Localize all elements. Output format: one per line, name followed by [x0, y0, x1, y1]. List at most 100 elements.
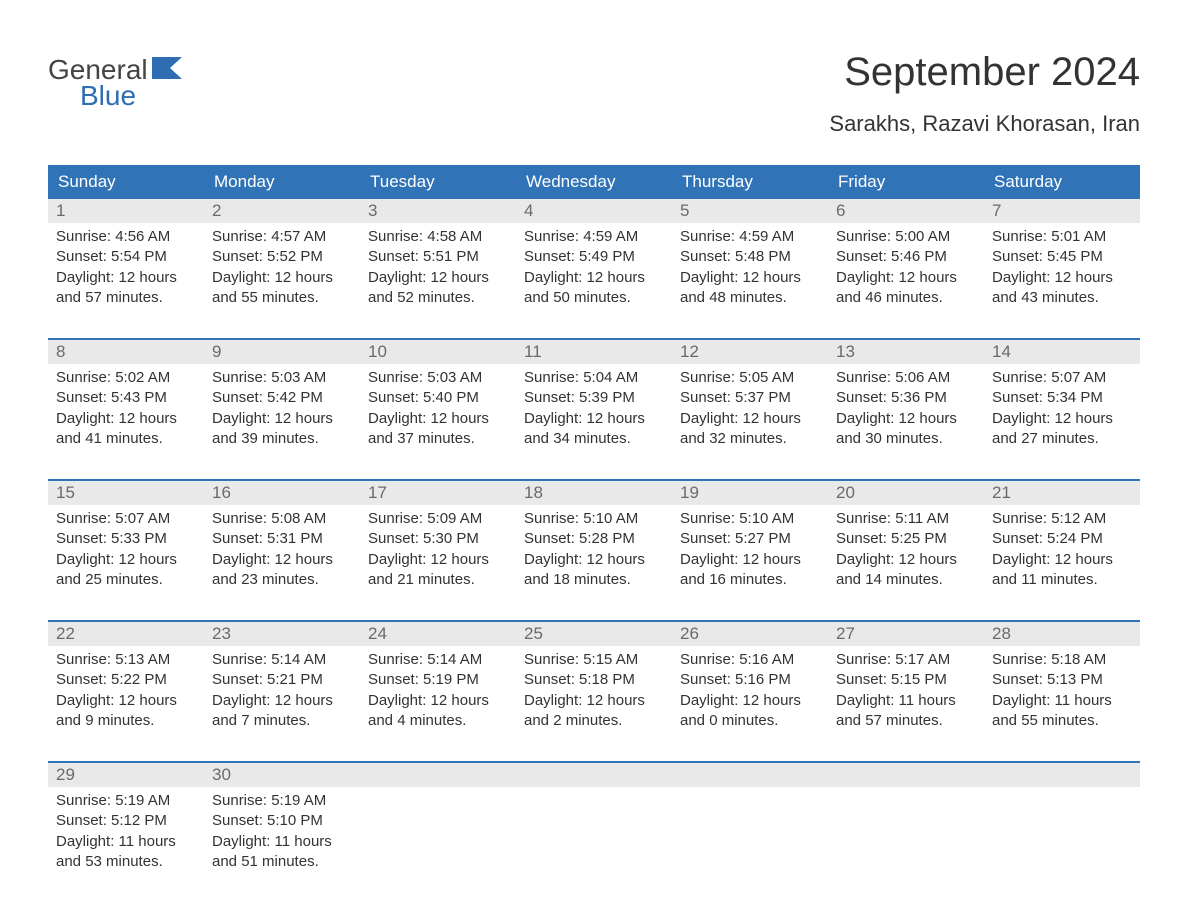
daylight-line-1: Daylight: 12 hours	[368, 268, 508, 288]
week-row: 1234567Sunrise: 4:56 AMSunset: 5:54 PMDa…	[48, 199, 1140, 316]
date-cell: 20	[828, 481, 984, 505]
month-title: September 2024	[829, 50, 1140, 95]
sunset-line: Sunset: 5:49 PM	[524, 247, 664, 267]
date-cell: 8	[48, 340, 204, 364]
dayheader-thursday: Thursday	[672, 165, 828, 199]
sunset-line: Sunset: 5:48 PM	[680, 247, 820, 267]
daylight-line-2: and 32 minutes.	[680, 429, 820, 449]
daylight-line-1: Daylight: 12 hours	[836, 268, 976, 288]
day-content: Sunrise: 5:04 AMSunset: 5:39 PMDaylight:…	[516, 364, 672, 457]
daylight-line-2: and 23 minutes.	[212, 570, 352, 590]
day-content: Sunrise: 5:03 AMSunset: 5:42 PMDaylight:…	[204, 364, 360, 457]
sunset-line: Sunset: 5:13 PM	[992, 670, 1132, 690]
sunset-line: Sunset: 5:37 PM	[680, 388, 820, 408]
date-cell: 12	[672, 340, 828, 364]
date-cell: 24	[360, 622, 516, 646]
date-cell	[516, 763, 672, 787]
sunset-line: Sunset: 5:22 PM	[56, 670, 196, 690]
date-cell: 4	[516, 199, 672, 223]
sunset-line: Sunset: 5:30 PM	[368, 529, 508, 549]
daylight-line-1: Daylight: 12 hours	[680, 268, 820, 288]
sunrise-line: Sunrise: 5:07 AM	[56, 509, 196, 529]
sunrise-line: Sunrise: 5:08 AM	[212, 509, 352, 529]
day-content: Sunrise: 5:11 AMSunset: 5:25 PMDaylight:…	[828, 505, 984, 598]
sunrise-line: Sunrise: 5:19 AM	[56, 791, 196, 811]
daylight-line-1: Daylight: 12 hours	[524, 268, 664, 288]
date-cell: 5	[672, 199, 828, 223]
day-content: Sunrise: 5:15 AMSunset: 5:18 PMDaylight:…	[516, 646, 672, 739]
sunrise-line: Sunrise: 5:10 AM	[524, 509, 664, 529]
daylight-line-1: Daylight: 12 hours	[212, 550, 352, 570]
day-content: Sunrise: 5:14 AMSunset: 5:19 PMDaylight:…	[360, 646, 516, 739]
daylight-line-2: and 39 minutes.	[212, 429, 352, 449]
flag-icon	[152, 57, 182, 84]
sunset-line: Sunset: 5:15 PM	[836, 670, 976, 690]
date-row: 22232425262728	[48, 620, 1140, 646]
daylight-line-1: Daylight: 12 hours	[56, 268, 196, 288]
day-content: Sunrise: 5:16 AMSunset: 5:16 PMDaylight:…	[672, 646, 828, 739]
sunrise-line: Sunrise: 5:02 AM	[56, 368, 196, 388]
sunrise-line: Sunrise: 4:56 AM	[56, 227, 196, 247]
content-row: Sunrise: 5:19 AMSunset: 5:12 PMDaylight:…	[48, 787, 1140, 880]
daylight-line-2: and 11 minutes.	[992, 570, 1132, 590]
sunset-line: Sunset: 5:52 PM	[212, 247, 352, 267]
daylight-line-1: Daylight: 12 hours	[680, 550, 820, 570]
date-cell: 23	[204, 622, 360, 646]
date-cell	[828, 763, 984, 787]
sunrise-line: Sunrise: 5:00 AM	[836, 227, 976, 247]
day-content: Sunrise: 5:10 AMSunset: 5:27 PMDaylight:…	[672, 505, 828, 598]
date-cell: 18	[516, 481, 672, 505]
daylight-line-2: and 55 minutes.	[212, 288, 352, 308]
sunset-line: Sunset: 5:45 PM	[992, 247, 1132, 267]
daylight-line-2: and 21 minutes.	[368, 570, 508, 590]
sunset-line: Sunset: 5:40 PM	[368, 388, 508, 408]
date-cell: 26	[672, 622, 828, 646]
daylight-line-2: and 16 minutes.	[680, 570, 820, 590]
day-content: Sunrise: 5:14 AMSunset: 5:21 PMDaylight:…	[204, 646, 360, 739]
dayheader-friday: Friday	[828, 165, 984, 199]
day-content: Sunrise: 4:58 AMSunset: 5:51 PMDaylight:…	[360, 223, 516, 316]
daylight-line-2: and 37 minutes.	[368, 429, 508, 449]
daylight-line-2: and 27 minutes.	[992, 429, 1132, 449]
sunrise-line: Sunrise: 5:14 AM	[212, 650, 352, 670]
daylight-line-2: and 34 minutes.	[524, 429, 664, 449]
date-row: 15161718192021	[48, 479, 1140, 505]
daylight-line-1: Daylight: 12 hours	[524, 409, 664, 429]
day-content: Sunrise: 4:59 AMSunset: 5:48 PMDaylight:…	[672, 223, 828, 316]
sunrise-line: Sunrise: 5:18 AM	[992, 650, 1132, 670]
day-content: Sunrise: 5:05 AMSunset: 5:37 PMDaylight:…	[672, 364, 828, 457]
content-row: Sunrise: 5:07 AMSunset: 5:33 PMDaylight:…	[48, 505, 1140, 598]
daylight-line-1: Daylight: 12 hours	[836, 550, 976, 570]
header: General Blue September 2024 Sarakhs, Raz…	[48, 50, 1140, 137]
sunset-line: Sunset: 5:39 PM	[524, 388, 664, 408]
daylight-line-1: Daylight: 12 hours	[212, 691, 352, 711]
day-content: Sunrise: 5:03 AMSunset: 5:40 PMDaylight:…	[360, 364, 516, 457]
day-content	[360, 787, 516, 880]
date-cell: 13	[828, 340, 984, 364]
sunrise-line: Sunrise: 4:58 AM	[368, 227, 508, 247]
sunset-line: Sunset: 5:51 PM	[368, 247, 508, 267]
daylight-line-1: Daylight: 12 hours	[992, 550, 1132, 570]
day-content	[984, 787, 1140, 880]
daylight-line-1: Daylight: 12 hours	[992, 268, 1132, 288]
sunset-line: Sunset: 5:10 PM	[212, 811, 352, 831]
week-row: 15161718192021Sunrise: 5:07 AMSunset: 5:…	[48, 479, 1140, 598]
date-cell: 2	[204, 199, 360, 223]
sunset-line: Sunset: 5:27 PM	[680, 529, 820, 549]
daylight-line-2: and 55 minutes.	[992, 711, 1132, 731]
sunrise-line: Sunrise: 5:10 AM	[680, 509, 820, 529]
sunset-line: Sunset: 5:34 PM	[992, 388, 1132, 408]
sunset-line: Sunset: 5:18 PM	[524, 670, 664, 690]
daylight-line-1: Daylight: 11 hours	[56, 832, 196, 852]
daylight-line-2: and 48 minutes.	[680, 288, 820, 308]
date-cell: 10	[360, 340, 516, 364]
date-row: 1234567	[48, 199, 1140, 223]
week-row: 891011121314Sunrise: 5:02 AMSunset: 5:43…	[48, 338, 1140, 457]
sunrise-line: Sunrise: 5:06 AM	[836, 368, 976, 388]
sunset-line: Sunset: 5:25 PM	[836, 529, 976, 549]
daylight-line-1: Daylight: 12 hours	[992, 409, 1132, 429]
sunset-line: Sunset: 5:21 PM	[212, 670, 352, 690]
sunset-line: Sunset: 5:19 PM	[368, 670, 508, 690]
sunrise-line: Sunrise: 4:57 AM	[212, 227, 352, 247]
sunset-line: Sunset: 5:28 PM	[524, 529, 664, 549]
